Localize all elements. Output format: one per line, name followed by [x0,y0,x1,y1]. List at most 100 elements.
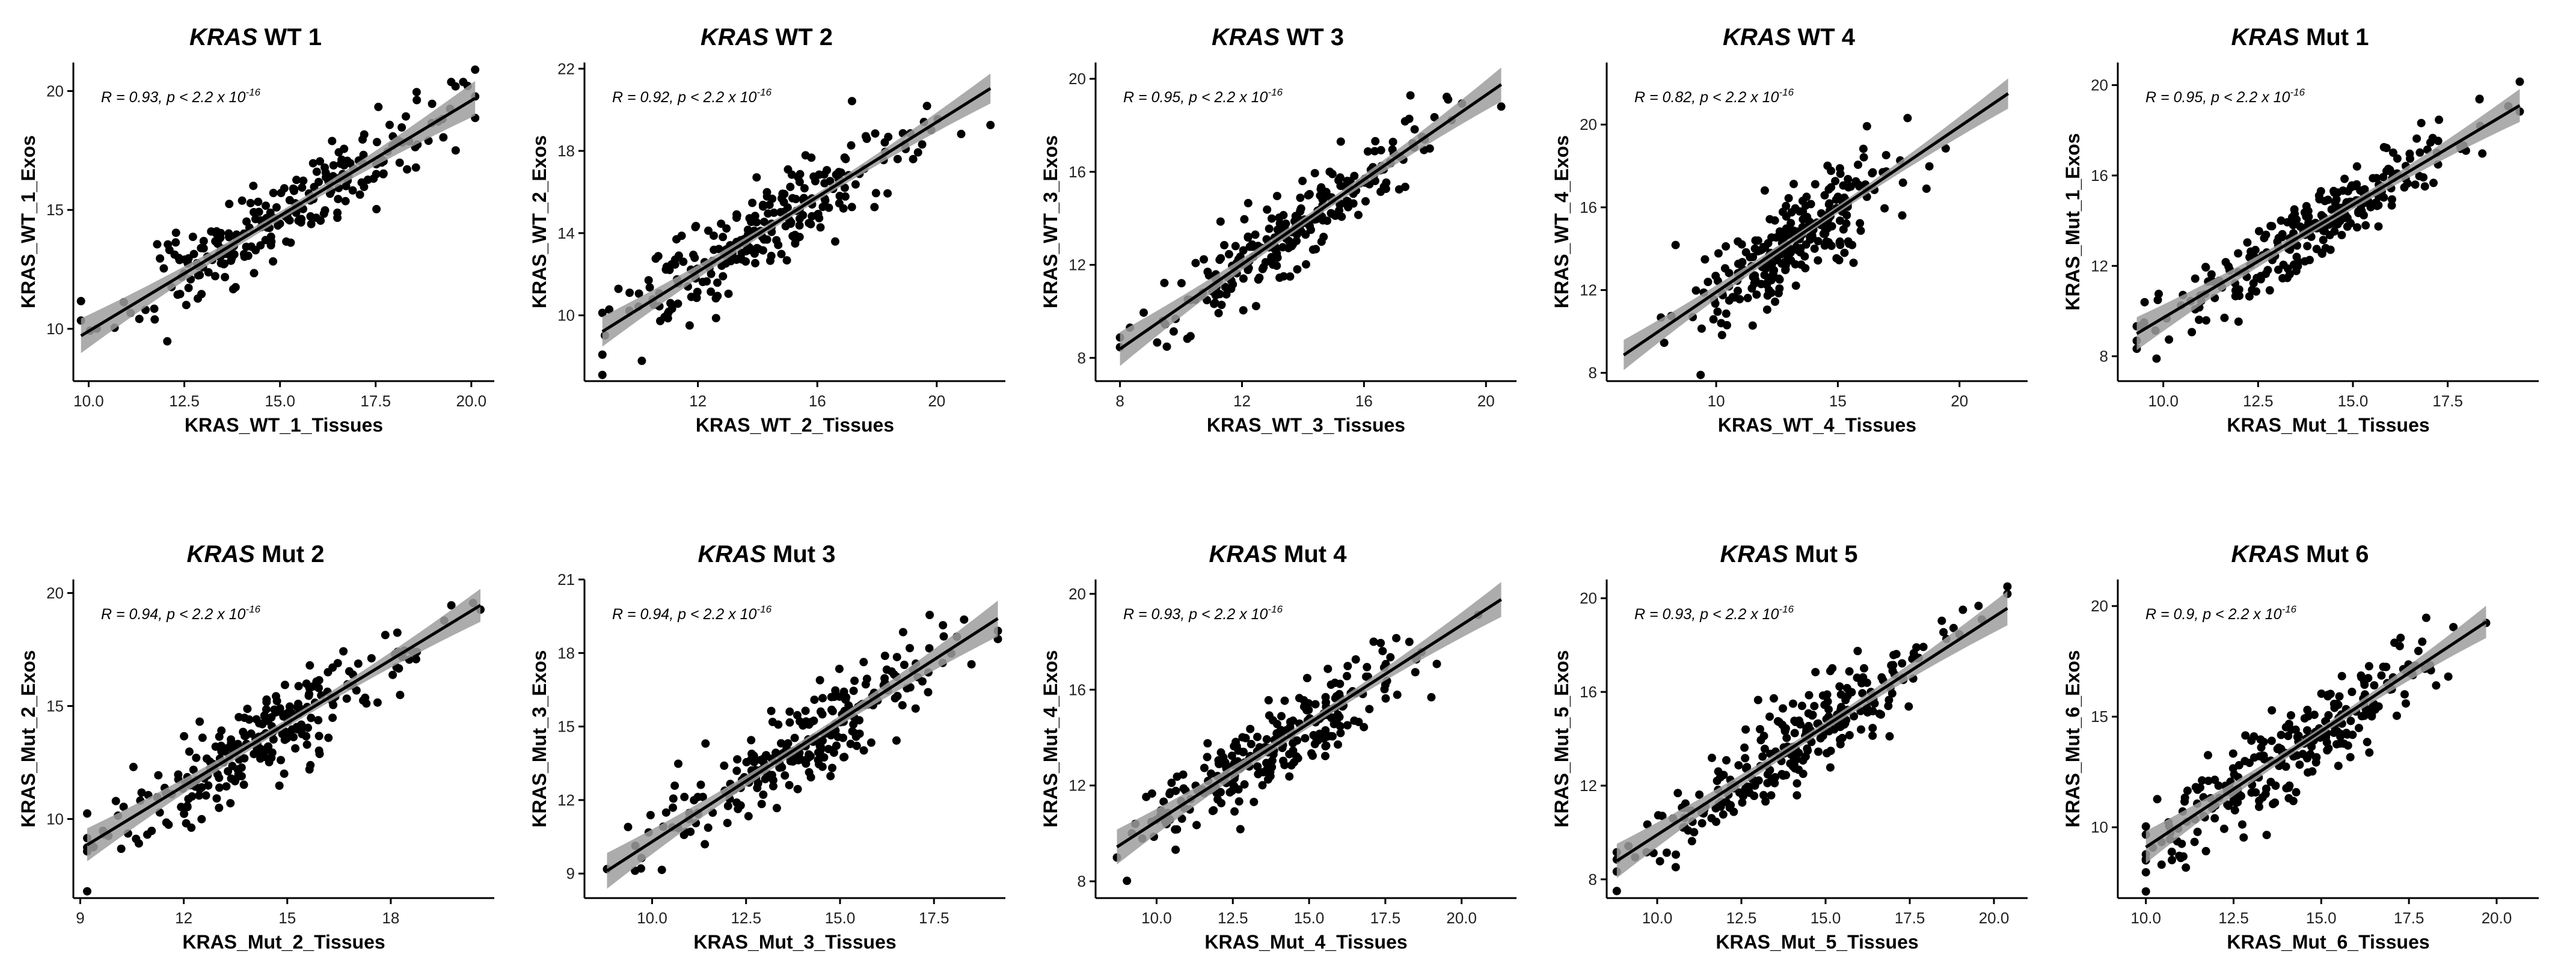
data-point [859,658,868,667]
data-point [195,791,204,800]
r-value: 0.95 [2174,89,2203,106]
scatter-panel-8: KRAS Mut 4 10.0 12.5 15.0 17.5 20.0 8 12 16 20 KRA… [1022,517,1533,960]
chart-title: KRAS WT 1 [0,24,511,51]
data-point [197,815,206,824]
data-point [1743,782,1752,791]
data-point [1762,280,1771,289]
data-point [2204,751,2212,760]
data-point [1370,147,1379,156]
data-point [1777,259,1786,268]
data-point [1941,144,1950,153]
data-point [1392,634,1401,643]
x-tick-label: 12 [1233,392,1251,410]
data-point [132,834,141,843]
data-point [2294,732,2303,740]
data-point [1288,240,1297,249]
data-point [239,780,248,789]
data-point [239,727,248,736]
data-point [1335,712,1344,721]
data-point [840,183,849,192]
data-point [805,219,814,228]
y-tick-label: 16 [2091,167,2108,185]
data-point [1147,789,1156,798]
data-point [1220,240,1228,249]
data-point [1660,338,1669,347]
data-point [772,236,781,245]
data-point [1343,662,1352,670]
y-tick-label: 16 [1069,680,1086,699]
data-point [1305,190,1314,198]
data-point [2269,799,2278,809]
data-point [1845,239,1854,248]
data-point [1791,281,1800,290]
data-point [764,209,773,218]
data-point [381,631,390,640]
data-point [2393,154,2402,163]
data-point [2234,249,2243,258]
data-point [447,78,456,87]
data-point [2387,201,2396,210]
data-point [2312,245,2321,254]
data-point [2333,220,2342,229]
data-point [164,240,173,249]
data-point [831,686,840,695]
data-point [2273,745,2282,753]
data-point [1269,260,1278,269]
data-point [1289,746,1298,755]
data-point [1857,679,1866,688]
data-point [2234,317,2243,326]
data-point [2405,149,2414,158]
data-point [150,315,159,324]
data-point [280,769,289,778]
y-tick-label: 10 [46,320,64,338]
x-tick-label: 9 [76,909,84,927]
data-point [849,720,858,729]
x-tick-label: 12.5 [1726,909,1757,927]
data-point [1250,798,1259,807]
data-point [2360,185,2369,194]
data-point [1228,786,1236,795]
data-point [2304,712,2313,721]
p-value-exponent: -16 [245,604,260,615]
data-point [2157,860,2166,869]
data-point [2191,783,2200,792]
data-point [262,695,271,704]
data-point [1794,765,1803,774]
data-point [1361,197,1370,206]
data-point [2201,316,2210,325]
data-point [1912,643,1921,652]
data-point [1752,290,1761,299]
p-value-exponent: -16 [756,604,771,615]
data-point [815,676,824,685]
data-point [1847,688,1856,697]
data-point [719,233,728,242]
x-tick-label: 20.0 [1446,909,1477,927]
y-tick-label: 20 [1580,115,1597,133]
data-point [1734,286,1742,295]
y-tick-label: 21 [557,570,575,589]
data-point [787,219,795,228]
data-point [2321,243,2330,252]
data-point [2348,730,2357,739]
data-point [1792,242,1801,251]
data-point [724,289,733,298]
x-axis-label: KRAS_Mut_6_Tissues [2227,931,2429,953]
data-point [359,150,368,159]
title-gene: KRAS [186,541,255,567]
correlation-annotation: R = 0.93, p < 2.2 x 10-16 [1634,604,1794,623]
data-point [2235,292,2243,301]
data-point [1821,225,1830,234]
title-group: Mut 3 [773,541,836,567]
data-point [1697,324,1706,333]
data-point [150,304,159,313]
r-prefix: R = [101,89,129,106]
data-point [1826,667,1835,676]
data-point [1200,255,1208,264]
data-point [850,676,859,685]
data-point [1824,200,1833,209]
data-point [1844,175,1853,183]
data-point [1215,255,1224,264]
data-point [314,716,323,725]
data-point [2377,671,2386,680]
data-point [1336,200,1345,209]
